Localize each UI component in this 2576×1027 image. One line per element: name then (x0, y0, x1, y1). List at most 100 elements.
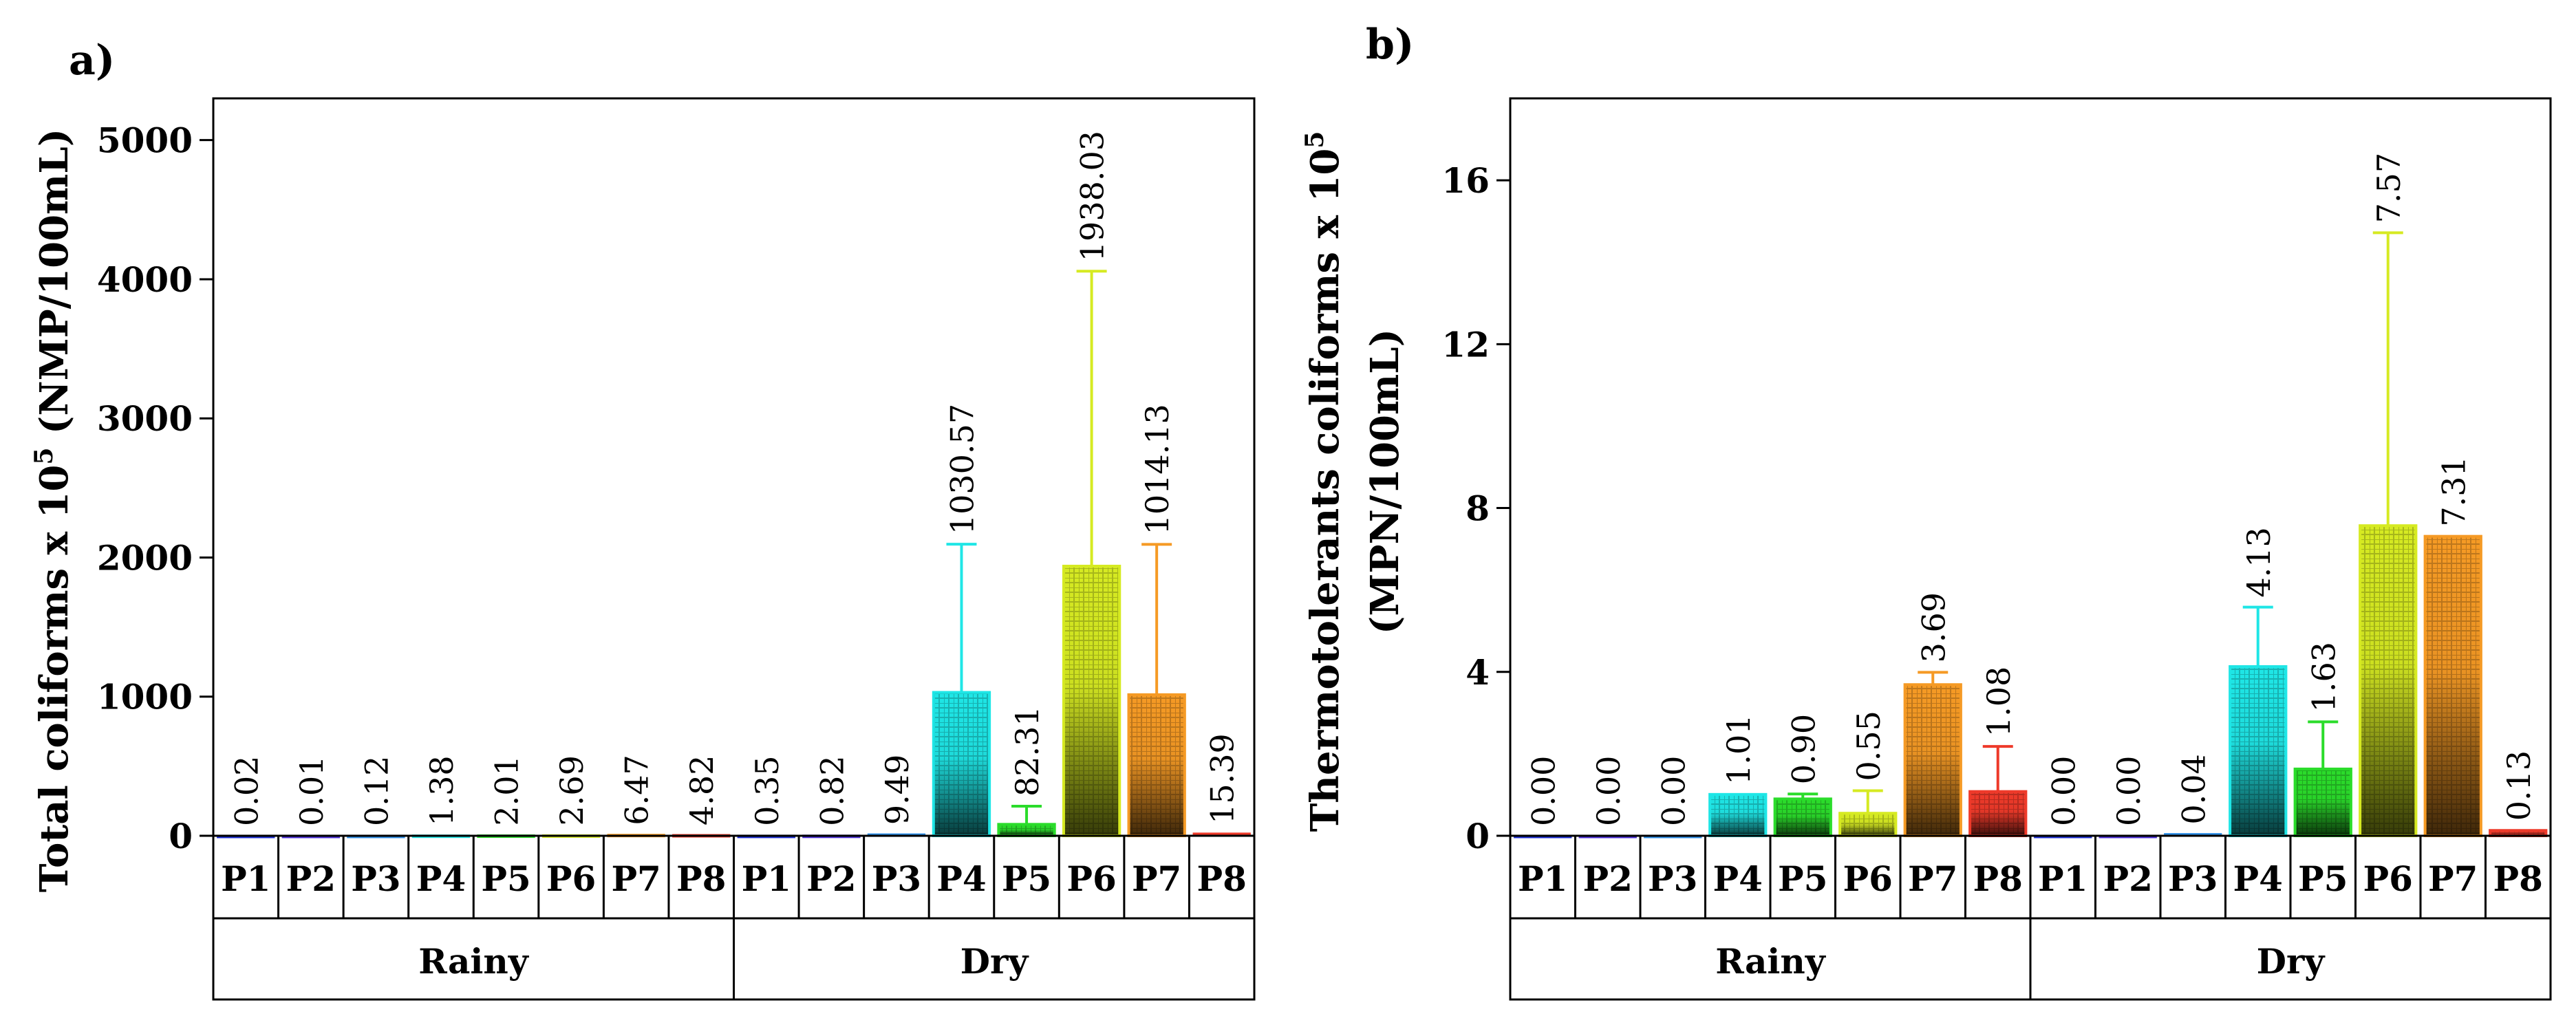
panel-b-ylabel-line2-wrap: (MPN/100mL) (1362, 329, 1408, 634)
data-label: 0.13 (2500, 750, 2537, 821)
bar-rainy-p8 (1968, 745, 2028, 838)
y-tick-label: 4000 (97, 259, 193, 300)
y-tick-label: 5000 (97, 120, 193, 161)
category-label: P1 (1518, 858, 1567, 899)
bar-shade (1840, 813, 1896, 836)
bar-dry-p7 (1127, 543, 1186, 838)
data-label: 7.31 (2435, 456, 2472, 526)
category-label: P4 (1713, 858, 1763, 899)
category-label: P5 (2298, 858, 2348, 899)
category-label: P6 (2363, 858, 2413, 899)
data-label: 1.01 (1720, 714, 1757, 784)
data-label: 1014.13 (1139, 404, 1176, 534)
panel-a: a) Total coliforms x 105 (NMP/100mL) 0 10… (30, 36, 1256, 1001)
svg-text:Thermotolerants coliforms x 10: Thermotolerants coliforms x 105 (1300, 131, 1348, 832)
panel-b-ylabel-line2: (MPN/100mL) (1362, 329, 1408, 634)
data-label: 0.55 (1850, 711, 1887, 781)
bar-shade (1774, 799, 1831, 836)
panel-a-group-rainy: Rainy (418, 941, 529, 982)
bar-shade (2425, 536, 2481, 836)
category-label: P8 (2493, 858, 2543, 899)
data-label: 1.08 (1980, 667, 2017, 737)
panel-a-group-dry: Dry (960, 941, 1030, 982)
y-tick-label: 1000 (97, 677, 193, 717)
y-tick-label: 3000 (97, 398, 193, 439)
panel-b-ylabel: Thermotolerants coliforms x 105 (1300, 131, 1348, 832)
data-label: 0.00 (2110, 756, 2147, 826)
data-label: 1.38 (423, 755, 460, 825)
category-label: P5 (1002, 858, 1051, 899)
panel-b-bars (1514, 231, 2548, 839)
data-label: 0.00 (1655, 756, 1692, 826)
bar-shade (1128, 694, 1185, 836)
category-label: P4 (2233, 858, 2283, 899)
category-label: P1 (2038, 858, 2087, 899)
data-label: 0.00 (1590, 756, 1627, 826)
category-label: P7 (1132, 858, 1181, 899)
bar-shade (2295, 768, 2351, 836)
panel-a-category-table: Rainy Dry P1 P2 P3 P4 P5 P6 P7 P8 P1 P2 P3 P4 P5 P6 P7… (212, 834, 1256, 1001)
panel-a-data-labels: 0.02 0.01 0.12 1.38 2.01 2.69 6.47 4.82 0.35 0.82… (228, 131, 1241, 826)
panel-b-y-axis: 0 4 8 12 16 (1441, 160, 1510, 856)
panel-a-ylabel-tail: (NMP/100mL) (32, 129, 77, 448)
panel-a-bars (217, 270, 1251, 839)
bar-shade (1710, 794, 1766, 836)
category-label: P8 (676, 858, 726, 899)
category-label: P4 (416, 858, 466, 899)
panel-a-ylabel-sup: 5 (30, 448, 58, 465)
y-tick-label: 4 (1466, 652, 1490, 693)
category-label: P5 (1778, 858, 1827, 899)
bar-rainy-p7 (1903, 671, 1962, 837)
y-tick-label: 0 (1466, 816, 1490, 856)
panel-a-y-axis: 0 1000 2000 3000 4000 5000 (97, 120, 213, 856)
data-label: 2.69 (553, 755, 590, 825)
data-label: 0.12 (358, 756, 395, 826)
bar-shade (998, 824, 1055, 836)
category-label: P5 (481, 858, 530, 899)
data-label: 82.31 (1009, 706, 1046, 797)
data-label: 15.39 (1204, 733, 1241, 824)
panel-b-group-rainy: Rainy (1715, 941, 1826, 982)
data-label: 3.69 (1915, 592, 1952, 662)
y-tick-label: 0 (169, 816, 193, 856)
panel-a-ylabel: Total coliforms x 105 (NMP/100mL) (30, 129, 77, 892)
y-tick-label: 12 (1441, 324, 1490, 365)
data-label: 0.35 (749, 756, 786, 826)
category-label: P1 (221, 858, 270, 899)
bar-shade (1970, 791, 2026, 836)
data-label: 0.00 (2045, 756, 2082, 826)
category-label: P6 (546, 858, 596, 899)
bar-shade (2490, 830, 2546, 836)
panel-b: b) Thermotolerants coliforms x 105 (MPN/… (1300, 21, 2552, 1001)
panel-b-ylabel-main: Thermotolerants coliforms x 10 (1302, 149, 1348, 832)
category-label: P2 (286, 858, 336, 899)
category-label: P2 (2103, 858, 2153, 899)
data-label: 1938.03 (1074, 131, 1111, 261)
category-label: P8 (1197, 858, 1247, 899)
panel-b-tag: b) (1366, 21, 1414, 69)
bar-dry-p5 (2293, 720, 2352, 837)
bar-shade (2360, 526, 2416, 836)
panel-b-group-dry: Dry (2257, 941, 2326, 982)
y-tick-label: 8 (1466, 488, 1490, 529)
bar-dry-p6 (1062, 270, 1121, 837)
y-tick-label: 2000 (97, 537, 193, 578)
bar-dry-p7 (2423, 534, 2482, 837)
category-label: P4 (936, 858, 986, 899)
y-tick-label: 16 (1441, 160, 1490, 201)
data-label: 7.57 (2370, 153, 2407, 223)
category-label: P3 (2168, 858, 2218, 899)
category-label: P7 (1908, 858, 1957, 899)
bar-shade (1063, 566, 1120, 836)
panel-b-ylabel-sup: 5 (1300, 131, 1329, 149)
svg-text:Total coliforms x 105 (NMP/100: Total coliforms x 105 (NMP/100mL) (30, 129, 77, 892)
data-label: 4.13 (2240, 527, 2277, 597)
bar-shade (1904, 684, 1961, 836)
data-label: 0.01 (293, 756, 330, 826)
data-label: 0.82 (813, 755, 850, 825)
category-label: P6 (1843, 858, 1893, 899)
bar-rainy-p6 (1838, 789, 1898, 837)
category-label: P7 (2428, 858, 2478, 899)
category-label: P6 (1066, 858, 1116, 899)
